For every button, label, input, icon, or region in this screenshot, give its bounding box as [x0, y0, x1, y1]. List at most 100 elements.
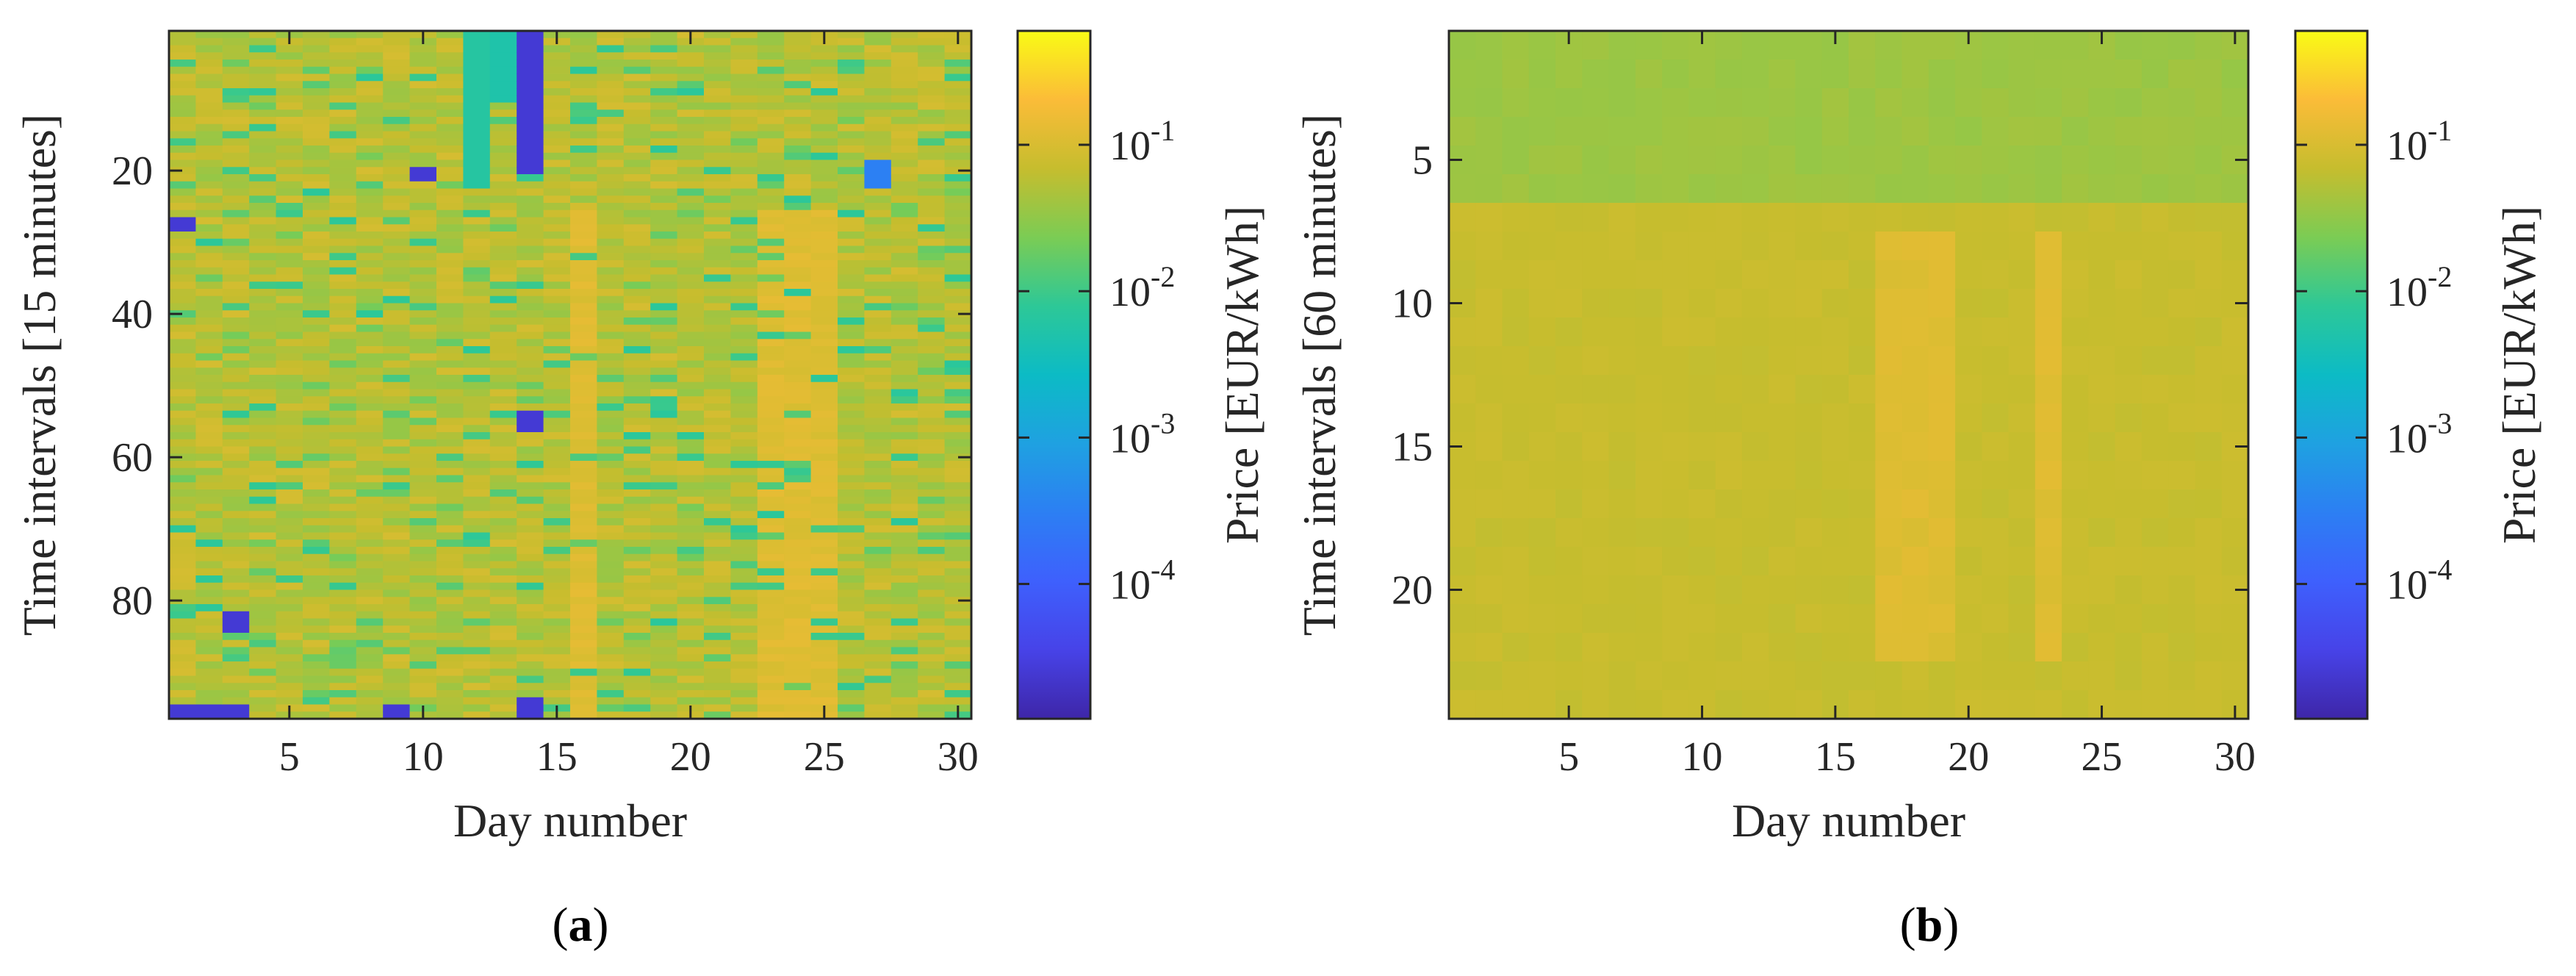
heatmap-cell [356, 553, 384, 562]
heatmap-cell [677, 224, 705, 232]
heatmap-cell [2195, 146, 2223, 175]
heatmap-cell [276, 138, 303, 146]
heatmap-cell [704, 181, 731, 190]
heatmap-cell [730, 668, 758, 677]
heatmap-cell [329, 360, 357, 368]
heatmap-cell [918, 589, 946, 598]
heatmap-cell [383, 446, 411, 454]
heatmap-cell [169, 324, 196, 333]
heatmap-cell [276, 131, 303, 139]
heatmap-cell [677, 195, 705, 204]
heatmap-cell [677, 267, 705, 276]
heatmap-cell [570, 260, 597, 268]
heatmap-cell [944, 45, 972, 53]
heatmap-cell [517, 461, 544, 469]
heatmap-cell [2195, 260, 2223, 290]
heatmap-cell [810, 174, 838, 182]
heatmap-cell [2221, 203, 2249, 232]
heatmap-cell [1955, 60, 1982, 89]
heatmap-cell [757, 102, 785, 110]
heatmap-cell [169, 654, 196, 662]
heatmap-cell [810, 439, 838, 448]
heatmap-cell [570, 339, 597, 347]
heatmap-cell [517, 188, 544, 196]
heatmap-cell [891, 589, 918, 598]
heatmap-cell [810, 203, 838, 211]
heatmap-cell [704, 410, 731, 419]
heatmap-cell [356, 209, 384, 218]
heatmap-cell [463, 647, 491, 655]
heatmap-cell [517, 353, 544, 362]
heatmap-cell [383, 611, 411, 620]
heatmap-cell [810, 647, 838, 655]
heatmap-cell [838, 353, 865, 362]
heatmap-cell [838, 489, 865, 498]
heatmap-cell [891, 539, 918, 548]
heatmap-cell [891, 31, 918, 39]
heatmap-cell [784, 360, 812, 368]
heatmap-cell [463, 195, 491, 204]
heatmap-cell [677, 467, 705, 476]
heatmap-cell [383, 110, 411, 118]
heatmap-cell [195, 525, 223, 534]
heatmap-cell [2195, 174, 2223, 204]
heatmap-cell [463, 324, 491, 333]
heatmap-cell [891, 110, 918, 118]
heatmap-cell [944, 131, 972, 139]
heatmap-cell [650, 274, 678, 282]
heatmap-cell [623, 511, 651, 519]
heatmap-cell [838, 37, 865, 46]
heatmap-cell [195, 639, 223, 648]
heatmap-cell [436, 60, 464, 68]
heatmap-cell [489, 267, 517, 276]
heatmap-cell [222, 360, 250, 368]
heatmap-cell [891, 482, 918, 490]
heatmap-cell [864, 561, 892, 569]
heatmap-cell [677, 482, 705, 490]
heatmap-cell [677, 146, 705, 154]
heatmap-cell [1688, 60, 1716, 89]
heatmap-cell [329, 561, 357, 569]
heatmap-cell [757, 81, 785, 89]
heatmap-cell [409, 389, 437, 397]
heatmap-cell [383, 295, 411, 304]
heatmap-cell [810, 683, 838, 691]
heatmap-cell [704, 453, 731, 462]
heatmap-cell [2034, 232, 2062, 261]
heatmap-cell [489, 224, 517, 232]
heatmap-cell [543, 66, 571, 75]
heatmap-cell [757, 410, 785, 419]
heatmap-cell [730, 267, 758, 276]
heatmap-cell [517, 467, 544, 476]
heatmap-cell [2034, 375, 2062, 404]
heatmap-cell [195, 532, 223, 540]
heatmap-cell [623, 625, 651, 634]
heatmap-cell [276, 467, 303, 476]
heatmap-cell [597, 439, 625, 448]
heatmap-cell [1608, 260, 1636, 290]
heatmap-cell [838, 159, 865, 168]
heatmap-cell [222, 339, 250, 347]
heatmap-cell [1902, 661, 1929, 691]
heatmap-cell [2195, 232, 2223, 261]
heatmap-cell [276, 553, 303, 562]
heatmap-cell [704, 167, 731, 175]
heatmap-cell [356, 389, 384, 397]
heatmap-cell [463, 281, 491, 290]
heatmap-cell [704, 81, 731, 89]
heatmap-cell [249, 37, 277, 46]
heatmap-cell [1875, 547, 1903, 576]
heatmap-cell [356, 582, 384, 591]
heatmap-cell [864, 167, 892, 175]
heatmap-cell [409, 604, 437, 612]
heatmap-cell [810, 582, 838, 591]
heatmap-cell [249, 381, 277, 390]
heatmap-cell [383, 654, 411, 662]
heatmap-cell [1875, 690, 1903, 720]
heatmap-cell [409, 461, 437, 469]
heatmap-cell [329, 31, 357, 39]
heatmap-cell [730, 690, 758, 698]
heatmap-cell [650, 138, 678, 146]
heatmap-cell [570, 461, 597, 469]
heatmap-cell [597, 511, 625, 519]
